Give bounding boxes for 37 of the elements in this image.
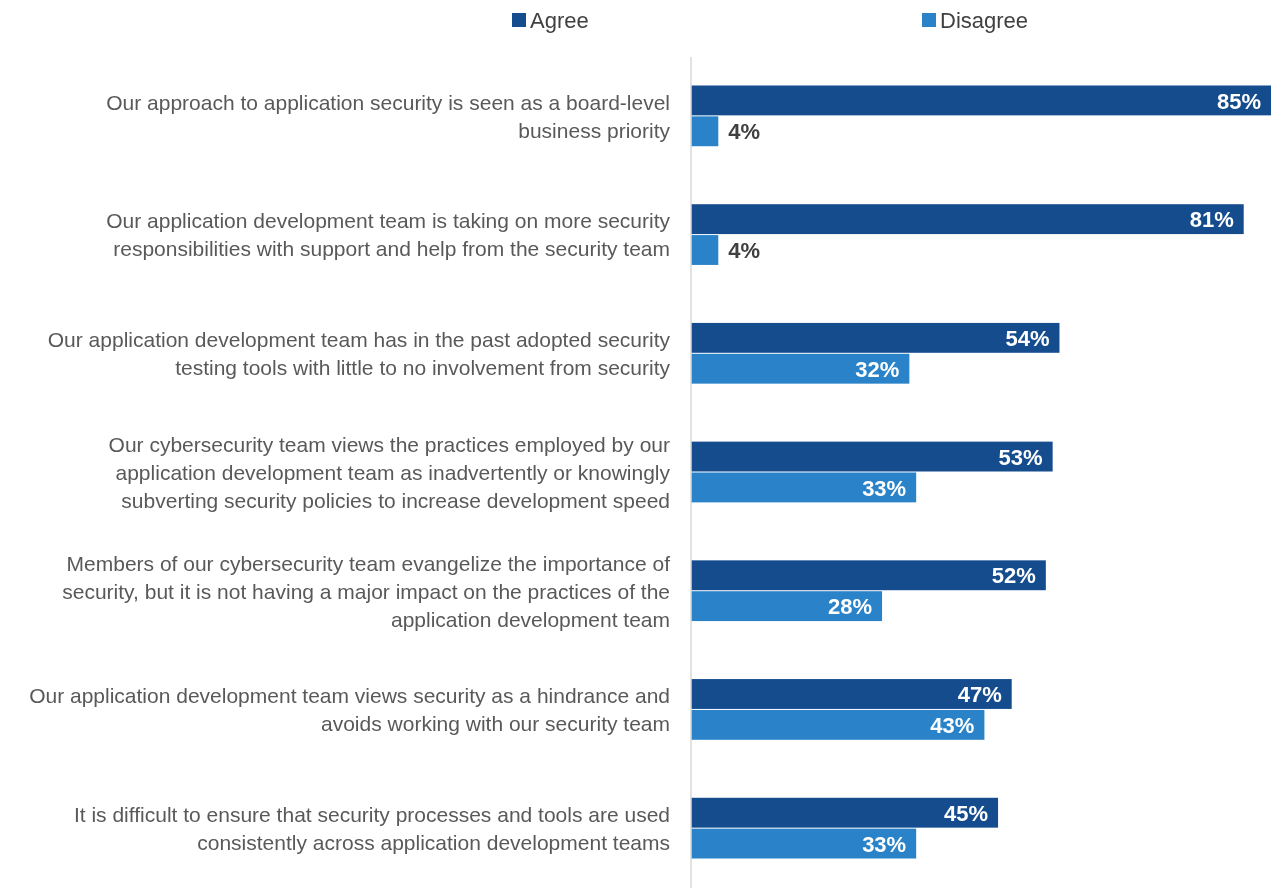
bar xyxy=(691,472,917,503)
data-label: 45% xyxy=(944,800,989,826)
y-tick-label: Our approach to application security is seen as a board-level business priority xyxy=(106,90,671,142)
legend-label: Agree xyxy=(530,7,589,33)
bar xyxy=(691,679,1012,709)
y-tick-label: Our application development team has in the past adopted security testing tools with little to no involvement from security xyxy=(47,328,671,380)
data-label: 28% xyxy=(828,594,873,620)
y-tick-label: Our application development team is taking on more security responsibilities with support and help from the security team xyxy=(106,209,671,261)
y-tick-label: Our application development team views security as a hindrance and avoids working with our security team xyxy=(29,684,670,736)
bar xyxy=(691,828,917,859)
bar xyxy=(691,235,719,265)
bar xyxy=(691,322,1060,353)
bar xyxy=(691,591,883,622)
data-label: 81% xyxy=(1189,207,1234,233)
data-label: 43% xyxy=(930,713,975,739)
data-label: 33% xyxy=(862,475,907,501)
bar xyxy=(691,797,999,828)
y-tick-label: Our cybersecurity team views the practices employed by our application development team as inadvertently or knowingly subverting security policies to increase development speed xyxy=(108,432,671,512)
data-label: 53% xyxy=(998,444,1043,470)
data-label: 47% xyxy=(957,682,1002,708)
bar xyxy=(691,353,910,384)
data-label: 85% xyxy=(1216,88,1261,114)
bar xyxy=(691,85,1271,116)
legend-label: Disagree xyxy=(940,7,1029,33)
data-label: 4% xyxy=(728,238,761,264)
bar xyxy=(691,709,985,740)
data-label: 52% xyxy=(991,563,1036,589)
y-tick-label: It is difficult to ensure that security processes and tools are used consistently across application development teams xyxy=(73,802,670,854)
data-label: 4% xyxy=(728,119,761,145)
data-label: 54% xyxy=(1005,326,1050,352)
data-label: 32% xyxy=(855,356,900,382)
bar xyxy=(691,560,1046,591)
bar xyxy=(691,441,1053,472)
y-tick-label: Members of our cybersecurity team evangelize the importance of security, but it is not having a major impact on the practices of the application development team xyxy=(62,551,671,631)
data-label: 33% xyxy=(862,831,907,857)
bar xyxy=(691,116,719,147)
bar xyxy=(691,204,1244,235)
